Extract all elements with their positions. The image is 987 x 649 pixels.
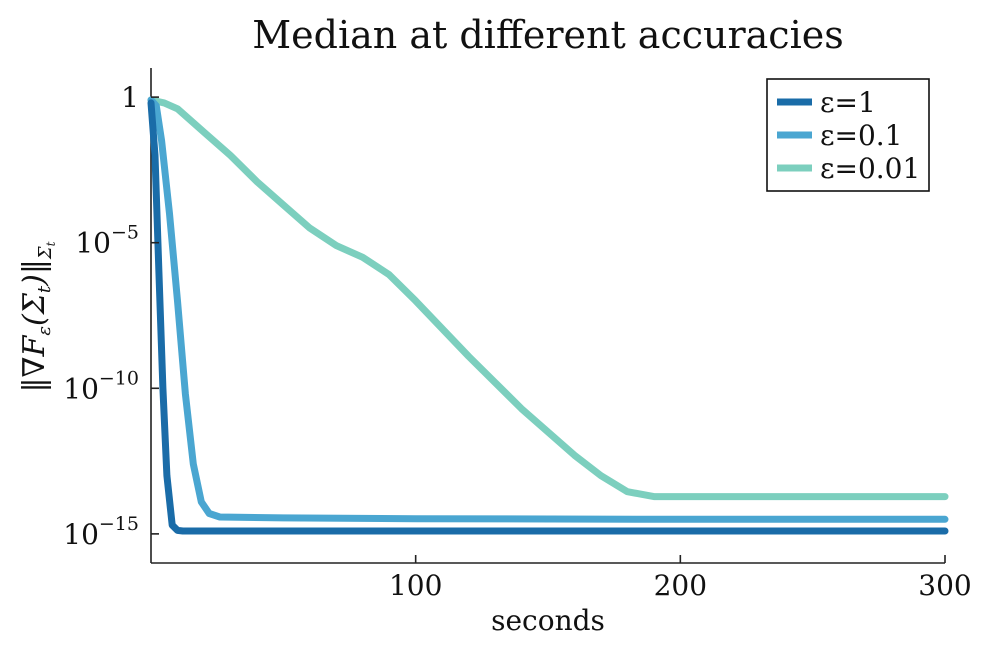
y-tick-label: 10−10	[63, 367, 139, 405]
ylabel-sub-eps: ε	[34, 326, 55, 336]
legend-label-2: ε=0.1	[820, 119, 903, 152]
y-tick-label: 1	[121, 81, 139, 114]
x-tick-label: 200	[654, 569, 707, 602]
ylabel-open: ‖∇F	[17, 334, 52, 392]
legend-label-1: ε=1	[820, 86, 876, 119]
legend-label-3: ε=0.01	[820, 152, 920, 185]
x-ticks: 100 200 300	[389, 555, 972, 602]
series-line-3	[147, 96, 949, 501]
series-line-2	[147, 96, 949, 523]
legend: ε=1ε=0.1ε=0.01	[766, 78, 930, 192]
ylabel-sub-sigma: Σ	[35, 246, 56, 260]
x-axis-label: seconds	[491, 604, 605, 637]
ylabel-mid: (Σ	[17, 292, 52, 326]
ylabel-sub-t: t	[34, 285, 55, 293]
y-tick-label: 10−15	[63, 513, 139, 551]
plot-area: 100 200 300 1 10−5 10−10 10−15	[63, 68, 972, 602]
ylabel-close: )‖	[17, 259, 52, 287]
y-axis-label: ‖∇Fε(Σt)‖Σt	[17, 241, 58, 392]
y-tick-label: 10−5	[75, 222, 139, 260]
y-ticks: 1 10−5 10−10 10−15	[63, 81, 159, 551]
legend-items: ε=1ε=0.1ε=0.01	[777, 86, 920, 185]
svg-text:‖∇Fε(Σt)‖Σt: ‖∇Fε(Σt)‖Σt	[17, 241, 58, 392]
ylabel-sub-sigma-t: t	[44, 241, 58, 246]
series-line-1	[147, 99, 949, 535]
series-layer	[147, 96, 949, 535]
chart-title: Median at different accuracies	[252, 13, 843, 57]
x-tick-label: 300	[918, 569, 971, 602]
x-tick-label: 100	[389, 569, 442, 602]
